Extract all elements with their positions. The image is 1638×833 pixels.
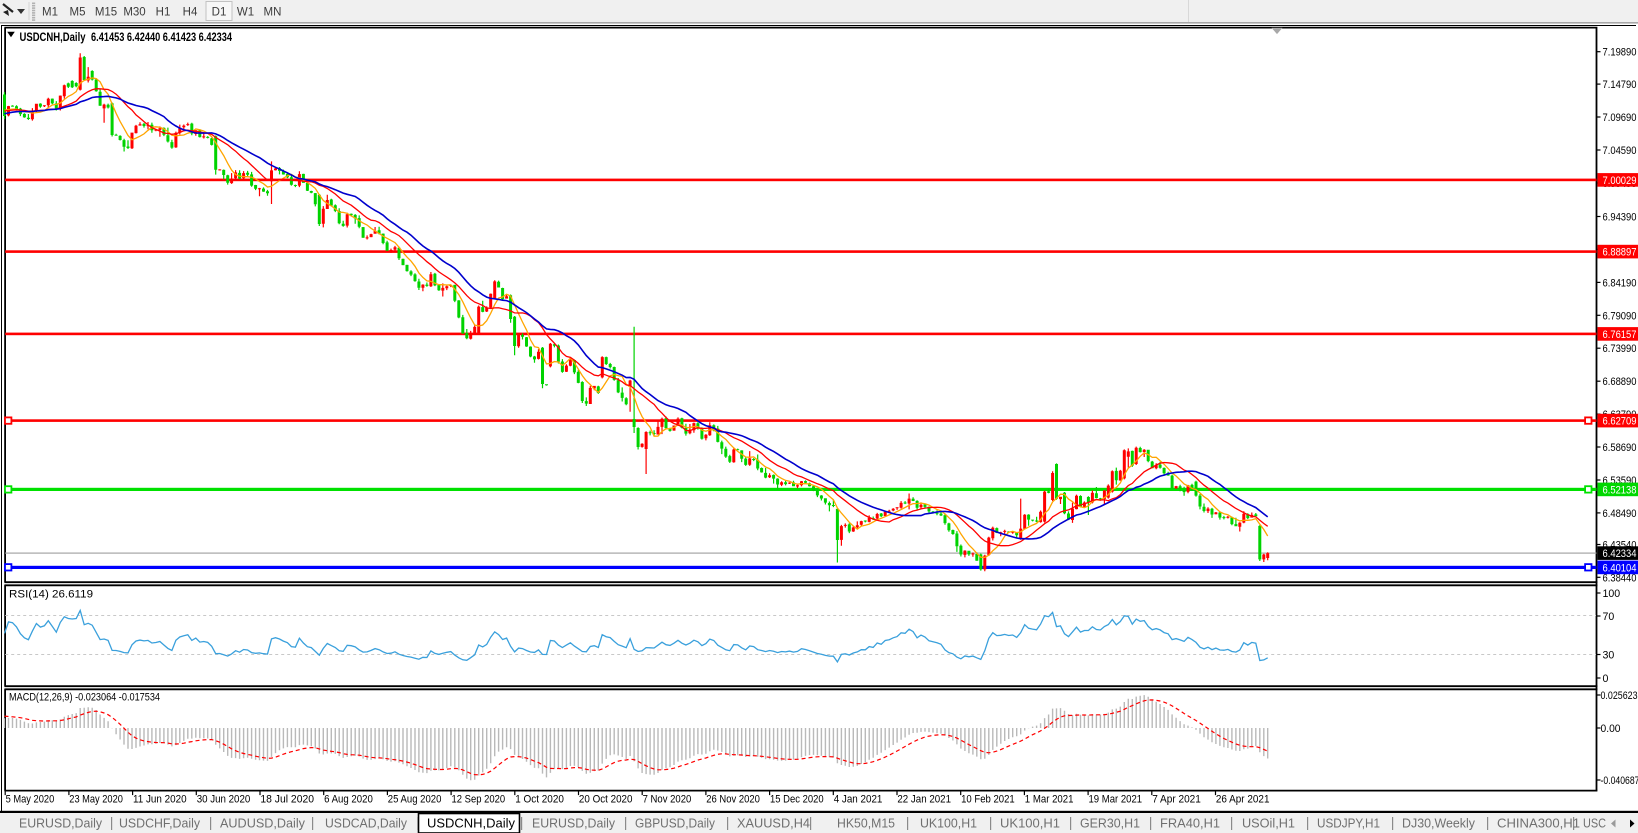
svg-text:6.62709: 6.62709: [1603, 416, 1637, 428]
svg-text:USDCAD,Daily: USDCAD,Daily: [325, 816, 408, 831]
svg-text:USDCNH,Daily: USDCNH,Daily: [427, 816, 516, 831]
svg-text:XAUUSD,H4: XAUUSD,H4: [737, 816, 810, 831]
svg-text:MN: MN: [264, 7, 282, 19]
svg-text:-0.040687: -0.040687: [1601, 775, 1638, 787]
svg-text:H1: H1: [156, 7, 171, 19]
svg-text:M1: M1: [42, 7, 58, 19]
svg-text:GER30,H1: GER30,H1: [1080, 816, 1140, 831]
svg-text:0.00: 0.00: [1601, 723, 1621, 735]
svg-text:18 Jul 2020: 18 Jul 2020: [260, 794, 314, 806]
svg-text:7.00029: 7.00029: [1603, 175, 1637, 187]
svg-text:UK100,H1: UK100,H1: [920, 816, 977, 831]
svg-text:AUDUSD,Daily: AUDUSD,Daily: [220, 816, 306, 831]
svg-text:6.38440: 6.38440: [1603, 572, 1637, 584]
svg-text:M30: M30: [123, 7, 145, 19]
svg-text:USOil,H1: USOil,H1: [1242, 816, 1295, 831]
svg-text:7 Apr 2021: 7 Apr 2021: [1152, 794, 1201, 806]
svg-text:6.79090: 6.79090: [1603, 310, 1637, 322]
svg-text:6 Aug 2020: 6 Aug 2020: [324, 794, 373, 806]
svg-text:19 Mar 2021: 19 Mar 2021: [1089, 794, 1143, 806]
svg-text:30: 30: [1603, 650, 1615, 662]
svg-text:USDJPY,H1: USDJPY,H1: [1317, 816, 1380, 831]
svg-text:30 Jun 2020: 30 Jun 2020: [197, 794, 251, 806]
svg-text:USDCNH,Daily: USDCNH,Daily: [20, 30, 86, 44]
svg-text:1 Oct 2020: 1 Oct 2020: [515, 794, 564, 806]
svg-text:CHINA300,H1: CHINA300,H1: [1497, 816, 1580, 831]
svg-text:1 Mar 2021: 1 Mar 2021: [1025, 794, 1074, 806]
svg-text:6.68890: 6.68890: [1603, 376, 1637, 388]
svg-text:UK100,H1: UK100,H1: [1000, 816, 1060, 831]
svg-text:23 May 2020: 23 May 2020: [69, 794, 123, 806]
svg-text:6.41453 6.42440 6.41423 6.4233: 6.41453 6.42440 6.41423 6.42334: [91, 30, 232, 44]
svg-text:0: 0: [1603, 673, 1609, 685]
svg-text:M15: M15: [95, 7, 117, 19]
svg-text:6.40104: 6.40104: [1603, 562, 1637, 574]
svg-text:DJ30,Weekly: DJ30,Weekly: [1402, 816, 1476, 831]
svg-text:D1: D1: [212, 7, 227, 19]
svg-text:12 Sep 2020: 12 Sep 2020: [452, 794, 506, 806]
svg-text:RSI(14) 26.6119: RSI(14) 26.6119: [9, 589, 93, 601]
svg-text:W1: W1: [237, 7, 254, 19]
svg-text:6.94390: 6.94390: [1603, 212, 1637, 224]
svg-text:FRA40,H1: FRA40,H1: [1160, 816, 1220, 831]
svg-text:7.19890: 7.19890: [1603, 47, 1637, 59]
svg-text:M5: M5: [70, 7, 86, 19]
svg-text:7.04590: 7.04590: [1603, 145, 1637, 157]
svg-text:6.88897: 6.88897: [1603, 247, 1637, 259]
svg-text:0.025623: 0.025623: [1601, 690, 1638, 702]
svg-text:6.84190: 6.84190: [1603, 277, 1637, 289]
svg-text:USC: USC: [1583, 816, 1606, 831]
svg-text:6.58690: 6.58690: [1603, 442, 1637, 454]
svg-text:6.42334: 6.42334: [1603, 548, 1637, 560]
svg-text:7.09690: 7.09690: [1603, 112, 1637, 124]
svg-text:6.52138: 6.52138: [1603, 484, 1637, 496]
svg-text:70: 70: [1603, 611, 1615, 623]
svg-text:4 Jan 2021: 4 Jan 2021: [834, 794, 883, 806]
svg-text:26 Apr 2021: 26 Apr 2021: [1216, 794, 1270, 806]
svg-text:H4: H4: [183, 7, 198, 19]
svg-text:100: 100: [1603, 588, 1621, 600]
svg-text:7.14790: 7.14790: [1603, 79, 1637, 91]
svg-text:22 Jan 2021: 22 Jan 2021: [897, 794, 951, 806]
svg-text:7 Nov 2020: 7 Nov 2020: [643, 794, 692, 806]
svg-text:MACD(12,26,9) -0.023064 -0.017: MACD(12,26,9) -0.023064 -0.017534: [9, 692, 160, 704]
svg-text:USDCHF,Daily: USDCHF,Daily: [119, 816, 201, 831]
svg-text:6.76157: 6.76157: [1603, 329, 1637, 341]
svg-text:10 Feb 2021: 10 Feb 2021: [961, 794, 1015, 806]
svg-text:20 Oct 2020: 20 Oct 2020: [579, 794, 633, 806]
svg-text:15 Dec 2020: 15 Dec 2020: [770, 794, 824, 806]
svg-text:5 May 2020: 5 May 2020: [6, 794, 55, 806]
svg-text:11 Jun 2020: 11 Jun 2020: [133, 794, 187, 806]
svg-text:6.48490: 6.48490: [1603, 508, 1637, 520]
svg-text:EURUSD,Daily: EURUSD,Daily: [19, 816, 103, 831]
svg-text:EURUSD,Daily: EURUSD,Daily: [532, 816, 616, 831]
svg-text:GBPUSD,Daily: GBPUSD,Daily: [635, 816, 716, 831]
svg-text:25 Aug 2020: 25 Aug 2020: [388, 794, 442, 806]
svg-text:HK50,M15: HK50,M15: [837, 816, 895, 831]
svg-text:6.73990: 6.73990: [1603, 343, 1637, 355]
svg-text:26 Nov 2020: 26 Nov 2020: [706, 794, 760, 806]
